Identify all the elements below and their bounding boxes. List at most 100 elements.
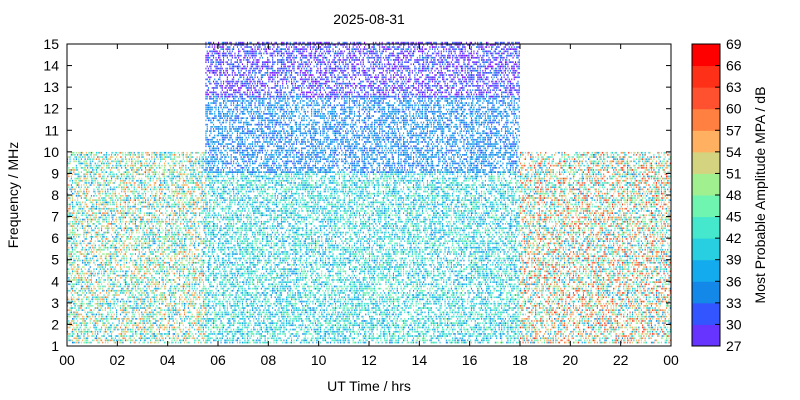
heat-cell: [124, 307, 126, 309]
heat-cell: [168, 324, 170, 327]
heat-cell: [191, 292, 193, 294]
heat-cell: [124, 337, 126, 340]
heat-cell: [128, 199, 130, 201]
heat-cell: [118, 192, 120, 195]
heat-cell: [187, 225, 189, 227]
heat-cell: [156, 333, 158, 335]
heat-cell: [128, 261, 130, 264]
heat-cell: [140, 173, 142, 176]
heat-cell: [143, 272, 145, 275]
heat-cell: [176, 244, 178, 247]
heat-cell: [155, 151, 157, 154]
heat-cell: [143, 318, 145, 320]
heat-cell: [93, 246, 95, 249]
heat-cell: [122, 210, 124, 212]
heat-cell: [162, 279, 164, 281]
heat-cell: [165, 169, 167, 171]
heat-cell: [167, 244, 169, 247]
heat-cell: [189, 192, 191, 195]
heat-cell: [131, 315, 133, 318]
heat-cell: [148, 231, 150, 234]
heat-cell: [142, 233, 144, 236]
heat-cell: [106, 162, 108, 165]
heat-cell: [82, 300, 84, 303]
heat-cell: [180, 207, 182, 210]
heat-cell: [85, 236, 87, 238]
heat-cell: [108, 302, 110, 305]
heat-cell: [162, 197, 164, 199]
heat-cell: [113, 188, 115, 191]
heat-cell: [141, 164, 143, 167]
heat-cell: [88, 190, 90, 193]
heat-cell: [129, 177, 131, 180]
heat-cell: [168, 238, 170, 240]
heat-cell: [123, 289, 125, 292]
heat-cell: [107, 333, 109, 335]
heat-cell: [167, 156, 169, 158]
heat-cell: [79, 322, 81, 324]
heat-cell: [83, 177, 85, 180]
heat-cell: [84, 307, 86, 309]
heat-cell: [172, 214, 174, 217]
heat-cell: [187, 253, 189, 255]
heat-cell: [181, 242, 183, 245]
heat-cell: [109, 326, 111, 329]
heat-cell: [134, 248, 136, 251]
heat-cell: [192, 300, 194, 303]
heat-cell: [166, 156, 168, 158]
heat-cell: [80, 274, 82, 277]
heat-cell: [141, 315, 143, 318]
heat-cell: [97, 307, 99, 309]
heat-cell: [191, 216, 193, 219]
heat-cell: [162, 255, 164, 258]
heat-cell: [83, 287, 85, 290]
heat-cell: [146, 160, 148, 163]
heat-cell: [108, 253, 110, 255]
heat-cell: [177, 205, 179, 208]
heat-cell: [128, 238, 130, 240]
heat-cell: [74, 337, 76, 340]
heat-cell: [172, 197, 174, 199]
heat-cell: [127, 270, 129, 273]
heat-cell: [82, 339, 84, 342]
heat-cell: [79, 207, 81, 210]
heat-cell: [162, 296, 164, 299]
heat-cell: [152, 337, 154, 340]
heat-cell: [93, 292, 95, 294]
heat-cell: [79, 253, 81, 255]
heat-cell: [95, 313, 97, 316]
heat-cell: [189, 244, 191, 247]
heat-cell: [73, 242, 75, 245]
heat-cell: [102, 158, 104, 160]
heat-cell: [168, 264, 170, 266]
heat-cell: [157, 229, 159, 232]
heat-cell: [133, 203, 135, 206]
heat-cell: [103, 205, 105, 208]
heat-cell: [75, 179, 77, 182]
heat-cell: [141, 238, 143, 240]
heat-cell: [133, 154, 135, 156]
heat-cell: [106, 253, 108, 255]
heat-cell: [187, 268, 189, 270]
heat-cell: [98, 298, 100, 301]
heat-cell: [136, 171, 138, 173]
heat-cell: [122, 214, 124, 217]
heat-cell: [132, 210, 134, 212]
heat-cell: [83, 309, 85, 311]
heat-cell: [122, 216, 124, 219]
heat-cell: [124, 216, 126, 219]
heat-cell: [106, 158, 108, 160]
heat-cell: [176, 322, 178, 324]
heat-cell: [192, 220, 194, 223]
heat-cell: [167, 274, 169, 277]
heat-cell: [117, 186, 119, 189]
heat-cell: [155, 227, 157, 230]
heat-cell: [181, 289, 183, 292]
heat-cell: [138, 240, 140, 242]
heat-cell: [119, 201, 121, 204]
heat-cell: [109, 244, 111, 247]
heat-cell: [131, 246, 133, 249]
heat-cell: [93, 207, 95, 210]
heat-cell: [181, 335, 183, 337]
heat-cell: [67, 242, 69, 245]
